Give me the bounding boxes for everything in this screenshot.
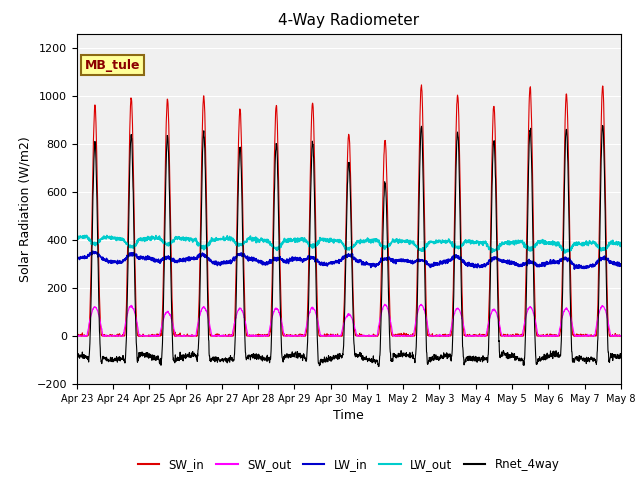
SW_out bbox=[376, 315, 384, 321]
Rnet_4way bbox=[365, 358, 372, 363]
SW_in bbox=[418, 82, 426, 88]
LW_in bbox=[507, 260, 515, 266]
LW_out bbox=[584, 242, 592, 248]
Line: SW_out: SW_out bbox=[77, 304, 621, 336]
Rnet_4way bbox=[507, 354, 515, 360]
LW_in bbox=[89, 248, 97, 254]
SW_in bbox=[73, 333, 81, 339]
Line: SW_in: SW_in bbox=[77, 85, 621, 336]
SW_in bbox=[365, 333, 372, 338]
LW_in bbox=[73, 257, 81, 263]
Rnet_4way bbox=[73, 354, 81, 360]
SW_in bbox=[584, 333, 592, 338]
SW_out bbox=[365, 333, 372, 339]
LW_in bbox=[617, 262, 625, 267]
SW_in bbox=[569, 332, 577, 338]
LW_out bbox=[365, 239, 372, 244]
Text: MB_tule: MB_tule bbox=[85, 59, 140, 72]
LW_in bbox=[571, 266, 579, 272]
Line: Rnet_4way: Rnet_4way bbox=[77, 126, 621, 367]
SW_out bbox=[381, 301, 388, 307]
Rnet_4way bbox=[584, 355, 592, 361]
Rnet_4way bbox=[225, 357, 232, 362]
SW_in bbox=[617, 333, 625, 339]
Line: LW_out: LW_out bbox=[77, 235, 621, 253]
Rnet_4way bbox=[375, 364, 383, 370]
LW_out bbox=[570, 243, 577, 249]
Rnet_4way bbox=[599, 123, 607, 129]
Rnet_4way bbox=[617, 355, 625, 360]
SW_out bbox=[73, 333, 81, 339]
SW_in bbox=[376, 311, 384, 317]
LW_in bbox=[569, 261, 577, 266]
SW_out bbox=[617, 333, 625, 339]
Y-axis label: Solar Radiation (W/m2): Solar Radiation (W/m2) bbox=[18, 136, 31, 282]
LW_out bbox=[507, 239, 515, 244]
LW_in bbox=[584, 264, 592, 270]
LW_in bbox=[365, 262, 372, 267]
Rnet_4way bbox=[569, 360, 577, 365]
LW_in bbox=[376, 259, 384, 265]
Rnet_4way bbox=[376, 339, 384, 345]
LW_out bbox=[225, 237, 232, 243]
SW_out bbox=[225, 333, 232, 339]
LW_out bbox=[561, 250, 569, 256]
SW_in bbox=[507, 332, 515, 338]
SW_out bbox=[507, 333, 515, 339]
Title: 4-Way Radiometer: 4-Way Radiometer bbox=[278, 13, 419, 28]
LW_out bbox=[83, 232, 90, 238]
LW_in bbox=[225, 260, 232, 266]
LW_out bbox=[376, 242, 384, 248]
Line: LW_in: LW_in bbox=[77, 251, 621, 269]
X-axis label: Time: Time bbox=[333, 409, 364, 422]
SW_out bbox=[584, 333, 592, 338]
SW_out bbox=[569, 325, 577, 331]
LW_out bbox=[617, 240, 625, 246]
SW_in bbox=[225, 333, 232, 339]
LW_out bbox=[73, 236, 81, 241]
Legend: SW_in, SW_out, LW_in, LW_out, Rnet_4way: SW_in, SW_out, LW_in, LW_out, Rnet_4way bbox=[133, 454, 564, 476]
